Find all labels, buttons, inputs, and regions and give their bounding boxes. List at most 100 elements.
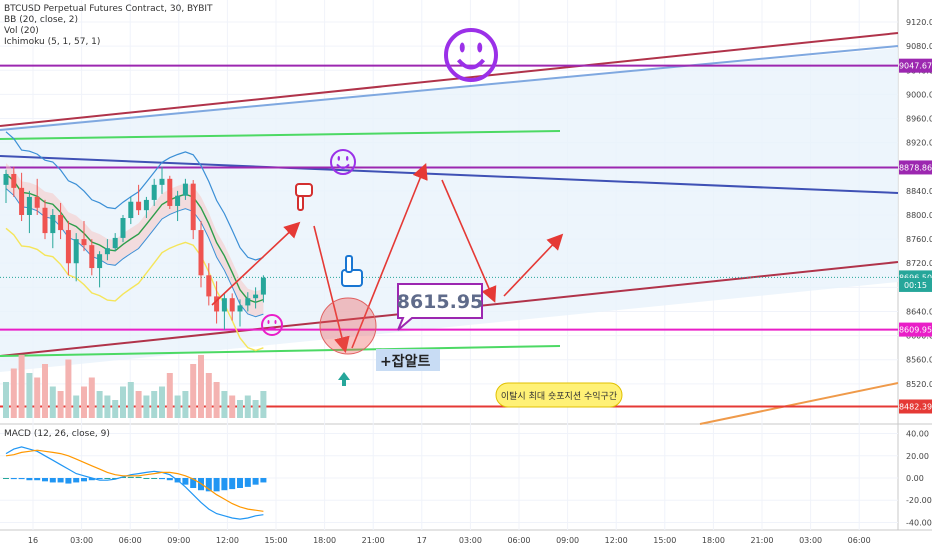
volume-bar xyxy=(120,386,126,418)
volume-bar xyxy=(10,368,17,418)
candle-body xyxy=(65,230,71,264)
price-tick-label: 8960.00 xyxy=(906,115,932,124)
smiley-mouth xyxy=(336,163,350,169)
big-smiley-icon xyxy=(444,28,498,82)
time-tick-label: 17 xyxy=(417,536,427,545)
candle-body xyxy=(206,275,212,297)
hand-palm xyxy=(295,183,313,197)
price-callout-box xyxy=(397,283,483,331)
macd-histogram-bar xyxy=(143,478,150,479)
macd-histogram-bar xyxy=(49,478,56,483)
green-lower-line xyxy=(0,345,561,357)
volume-bar xyxy=(198,355,204,418)
candles xyxy=(3,166,266,330)
macd-histogram-bar xyxy=(96,478,103,480)
smiley-right-eye xyxy=(477,42,483,53)
candle-body xyxy=(81,239,87,246)
ichimoku-span-line xyxy=(5,188,264,318)
sad-face-icon xyxy=(261,314,283,336)
macd-histogram-bar xyxy=(213,478,220,492)
macd-tick-label: -20.00 xyxy=(906,496,932,505)
time-tick-label: 06:00 xyxy=(119,536,142,545)
macd-histogram-bar xyxy=(221,478,228,491)
price-label-box xyxy=(899,277,932,292)
macd-line xyxy=(5,446,264,520)
candle-body xyxy=(128,201,134,219)
price-label-text: 00:15 xyxy=(904,281,927,290)
volume-bar xyxy=(174,395,181,418)
indicator-lines xyxy=(5,131,264,352)
indicator-vol: Vol (20) xyxy=(4,26,39,36)
candle-body xyxy=(104,248,110,255)
price-tick-label: 8920.00 xyxy=(906,139,932,148)
price-label-text: 8482.39 xyxy=(899,403,932,412)
smiley-left-eye xyxy=(459,42,465,53)
volume-bar xyxy=(88,377,95,418)
volume-bar xyxy=(112,400,119,418)
macd-histogram-bar xyxy=(252,478,259,485)
candle-body xyxy=(120,218,126,238)
volume-bar xyxy=(26,373,33,418)
candle-body xyxy=(19,187,25,215)
macd-histogram-bar xyxy=(18,478,25,480)
macd-histogram-bar xyxy=(135,476,142,478)
time-tick-label: 16 xyxy=(28,536,38,545)
volume-bar xyxy=(49,386,56,418)
macd-tick-label: 20.00 xyxy=(906,452,929,461)
price-tick-label: 8800.00 xyxy=(906,211,932,220)
macd-histogram-bar xyxy=(205,478,212,492)
macd-pane xyxy=(3,446,267,520)
candle-body xyxy=(167,178,173,206)
volume-bar xyxy=(42,364,48,418)
price-tick-label: 8840.00 xyxy=(906,187,932,196)
macd-histogram-bar xyxy=(57,478,64,483)
candle-body xyxy=(143,199,149,211)
time-tick-label: 03:00 xyxy=(70,536,93,545)
volume-bars xyxy=(3,355,267,418)
volume-bar xyxy=(159,386,165,418)
light-blue-trendline xyxy=(0,45,899,131)
candle-body xyxy=(73,239,79,264)
price-label-text: 8609.95 xyxy=(899,326,932,335)
volume-bar xyxy=(73,395,80,418)
candle-body xyxy=(3,174,9,185)
volume-bar xyxy=(81,386,87,418)
pointing-down-hand-icon xyxy=(295,183,313,211)
time-tick-label: 09:00 xyxy=(167,536,190,545)
macd-histogram-bar xyxy=(182,478,189,485)
channel-fill xyxy=(0,48,898,372)
candle-body xyxy=(89,245,95,269)
volume-bar xyxy=(57,391,64,418)
smiley-right-eye xyxy=(346,156,349,161)
price-tick-label: 8760.00 xyxy=(906,235,932,244)
volume-bar xyxy=(221,391,228,418)
korean-label-text: +잡알트 xyxy=(380,353,430,370)
macd-histogram-bar xyxy=(104,478,111,479)
smiley-mouth xyxy=(266,327,278,331)
macd-histogram-bar xyxy=(166,478,173,481)
price-label-box xyxy=(899,58,932,73)
volume-bar xyxy=(3,382,9,418)
candle-body xyxy=(190,183,196,231)
legend: BTCUSD Perpetual Futures Contract, 30, B… xyxy=(4,4,213,48)
volume-bar xyxy=(190,364,197,418)
candle-body xyxy=(253,294,259,299)
price-label-text: 8878.86 xyxy=(899,163,932,172)
macd-histogram-bar xyxy=(159,478,165,480)
upper-maroon-trendline xyxy=(0,32,899,127)
macd-histogram-bar xyxy=(26,478,33,481)
macd-label: MACD (12, 26, close, 9) xyxy=(4,429,110,439)
time-tick-label: 18:00 xyxy=(702,536,725,545)
candle-body xyxy=(198,230,204,276)
yellow-bubble xyxy=(495,382,623,408)
volume-bar xyxy=(127,382,134,418)
price-tick-label: 9120.00 xyxy=(906,18,932,27)
smiley-face-outline xyxy=(261,314,283,336)
price-tick-label: 8560.00 xyxy=(906,356,932,365)
macd-histogram-bar xyxy=(229,478,236,490)
macd-histogram-bar xyxy=(190,478,197,488)
korean-label-box xyxy=(376,349,440,371)
drawings-back xyxy=(0,32,899,425)
volume-bar xyxy=(229,395,236,418)
